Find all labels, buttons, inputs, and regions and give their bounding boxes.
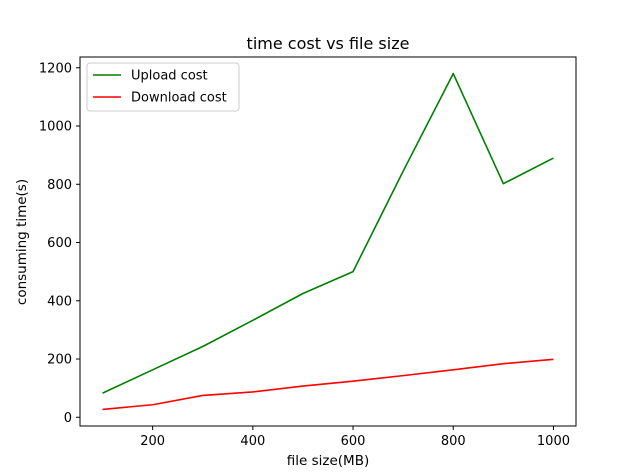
x-tick-label: 1000 xyxy=(537,434,570,449)
y-axis-label: consuming time(s) xyxy=(14,179,30,305)
series-line-1 xyxy=(102,72,554,394)
legend-label-2: Download cost xyxy=(131,91,227,106)
legend-label-1: Upload cost xyxy=(131,69,208,84)
x-tick-label: 200 xyxy=(140,434,165,449)
legend-box xyxy=(86,62,240,112)
y-tick-label: 600 xyxy=(47,236,72,251)
plot-frame xyxy=(79,56,577,427)
x-axis: 200 400 600 800 1000 xyxy=(140,426,570,449)
legend: Upload cost Download cost xyxy=(86,62,240,112)
x-tick-label: 600 xyxy=(341,434,366,449)
series-line-2 xyxy=(102,358,554,411)
y-axis: 0 200 400 600 800 1000 1200 xyxy=(39,61,80,426)
y-tick-label: 400 xyxy=(47,294,72,309)
x-tick-label: 800 xyxy=(441,434,466,449)
y-tick-label: 1000 xyxy=(39,120,72,135)
x-tick-label: 400 xyxy=(240,434,265,449)
series-layer xyxy=(102,72,554,411)
y-tick-label: 0 xyxy=(64,411,72,426)
x-axis-label: file size(MB) xyxy=(287,453,369,469)
y-tick-label: 800 xyxy=(47,178,72,193)
chart-title: time cost vs file size xyxy=(247,34,410,53)
y-tick-label: 200 xyxy=(47,353,72,368)
y-tick-label: 1200 xyxy=(39,61,72,76)
